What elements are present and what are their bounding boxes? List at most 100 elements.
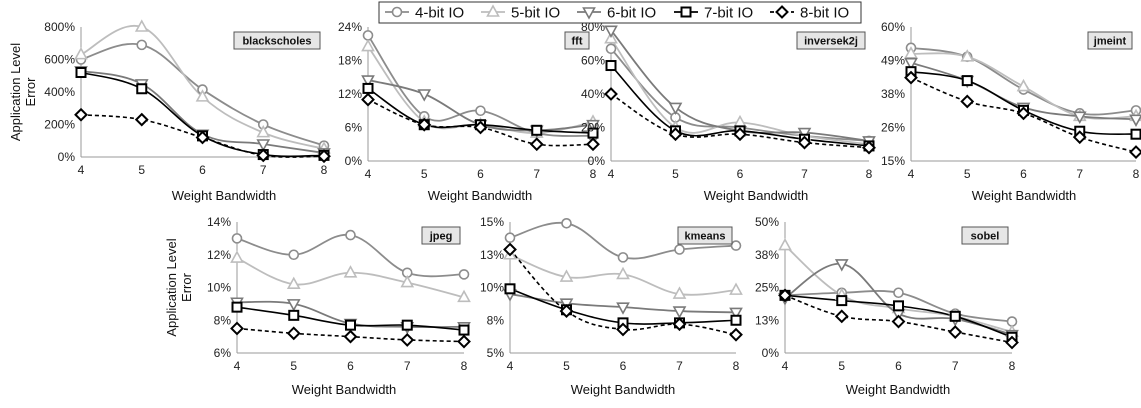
data-point [286, 276, 301, 290]
legend-label: 6-bit IO [607, 5, 656, 22]
data-point [797, 127, 812, 141]
data-point [230, 250, 244, 263]
data-point [317, 149, 331, 164]
x-tick-label: 6 [199, 163, 206, 177]
x-tick-label: 7 [260, 163, 267, 177]
data-point [674, 244, 685, 255]
panel-title-box [796, 31, 866, 50]
series-line-8-bit-io [910, 76, 1137, 153]
x-tick-label: 4 [608, 167, 615, 181]
y-tick-label: 0% [588, 154, 606, 168]
x-tick-label: 7 [1076, 167, 1083, 181]
data-point [949, 310, 961, 322]
y-axis-label: Application LevelError [164, 238, 194, 336]
y-tick-label: 8% [214, 313, 232, 327]
data-point [617, 252, 629, 263]
y-tick-label: 26% [881, 121, 905, 135]
data-point [904, 46, 918, 59]
panel-title: blackscholes [242, 36, 311, 48]
data-point [134, 112, 149, 127]
data-point [1016, 106, 1031, 121]
data-point [361, 38, 375, 52]
data-point [1072, 111, 1087, 124]
y-tick-label: 13% [755, 313, 779, 327]
data-point [361, 75, 375, 88]
y-tick-label: 49% [881, 54, 905, 68]
data-point [256, 139, 271, 152]
y-tick-label: 24% [338, 20, 362, 34]
y-axis-label: Application LevelError [8, 43, 38, 141]
data-point [361, 92, 375, 107]
data-point [529, 137, 544, 152]
y-tick-label: 800% [44, 20, 75, 34]
panel-title: jmeint [1093, 36, 1127, 48]
data-point [672, 286, 687, 299]
data-point [362, 30, 374, 41]
y-tick-label: 38% [881, 87, 905, 101]
legend-marker-square-icon [680, 6, 692, 18]
data-point [961, 75, 973, 87]
y-tick-label: 0% [58, 150, 76, 164]
panel-title: jpeg [429, 231, 453, 243]
y-tick-label: 15% [480, 215, 504, 229]
data-point [904, 57, 918, 71]
x-axis-label: Weight Bandwidth [172, 188, 277, 203]
data-point [256, 124, 271, 138]
x-tick-label: 8 [1133, 167, 1140, 181]
data-point [1129, 145, 1141, 159]
y-tick-label: 10% [480, 281, 504, 295]
y-tick-label: 600% [44, 53, 75, 67]
x-axis-label: Weight Bandwidth [428, 188, 533, 203]
data-point [778, 237, 792, 251]
data-point [1130, 128, 1141, 140]
legend-label: 5-bit IO [511, 5, 560, 22]
y-tick-label: 20% [581, 121, 605, 135]
chart-panel-sobel: 0% 13% 25% 38% 50% 4 5 6 7 8 Weight Bandwidth sobel [755, 215, 1019, 397]
data-point [288, 249, 300, 261]
data-point [960, 49, 975, 62]
panel-title-box [961, 226, 1009, 245]
data-point [504, 232, 516, 244]
x-axis-label: Weight Bandwidth [704, 188, 809, 203]
x-tick-label: 7 [676, 359, 683, 373]
data-point [605, 60, 617, 72]
data-point [1016, 78, 1031, 92]
x-tick-label: 7 [404, 359, 411, 373]
y-tick-label: 8% [487, 313, 505, 327]
data-point [400, 274, 415, 288]
x-tick-label: 5 [672, 167, 679, 181]
data-point [862, 140, 876, 155]
chart-panel-kmeans: 5% 8% 10% 13% 15% 4 5 6 7 8 Weight Bandwidth kmeans [480, 215, 743, 397]
panel-title: sobel [971, 231, 1000, 243]
y-tick-label: 6% [214, 346, 232, 360]
data-point [893, 300, 904, 312]
x-tick-label: 6 [1020, 167, 1027, 181]
data-point [286, 326, 301, 341]
data-point [457, 334, 471, 349]
panel-title-box [677, 226, 733, 245]
x-tick-label: 7 [952, 359, 959, 373]
x-tick-label: 8 [866, 167, 873, 181]
data-point [904, 70, 918, 85]
y-tick-label: 6% [345, 121, 363, 135]
data-point [75, 67, 87, 78]
x-tick-label: 8 [1009, 359, 1016, 373]
data-point [948, 325, 963, 339]
y-tick-label: 5% [487, 346, 505, 360]
y-tick-label: 60% [881, 20, 905, 34]
legend: 4-bit IO 5-bit IO 6-bit IO 7-bit IO 8-bit IO [378, 1, 862, 24]
y-tick-label: 12% [338, 87, 362, 101]
x-tick-label: 6 [347, 359, 354, 373]
x-tick-label: 8 [461, 359, 468, 373]
legend-label: 7-bit IO [704, 5, 753, 22]
data-point [604, 87, 618, 101]
y-tick-label: 13% [480, 248, 504, 262]
data-point [834, 259, 849, 272]
data-point [733, 127, 747, 142]
data-point [503, 242, 517, 257]
x-axis-label: Weight Bandwidth [292, 382, 397, 397]
data-point [401, 319, 413, 331]
y-tick-label: 25% [755, 281, 779, 295]
data-point [345, 229, 356, 241]
data-point [668, 102, 683, 116]
